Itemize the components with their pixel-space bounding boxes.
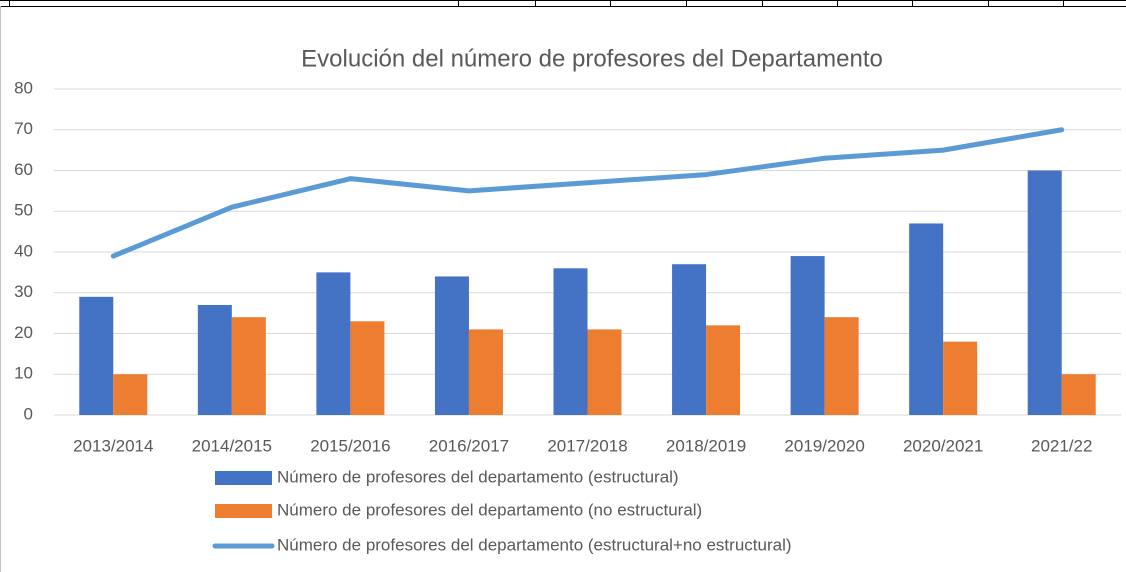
- legend-swatch: [215, 504, 272, 518]
- bar: [434, 276, 469, 415]
- bar: [316, 272, 351, 415]
- bar: [909, 223, 944, 415]
- bar: [587, 329, 622, 415]
- x-tick-label: 2015/2016: [310, 436, 390, 455]
- x-tick-label: 2014/2015: [192, 436, 272, 455]
- x-tick-label: 2013/2014: [73, 436, 153, 455]
- bar: [553, 268, 588, 415]
- x-tick-label: 2016/2017: [429, 436, 509, 455]
- bar: [824, 317, 859, 415]
- bar: [790, 256, 825, 415]
- bar: [1061, 374, 1096, 415]
- bar: [113, 374, 148, 415]
- x-tick-label: 2019/2020: [784, 436, 864, 455]
- x-tick-label: 2020/2021: [903, 436, 983, 455]
- bar: [706, 325, 741, 415]
- y-tick-label: 50: [14, 201, 33, 220]
- y-tick-label: 40: [14, 241, 33, 260]
- bar: [468, 329, 503, 415]
- y-tick-label: 70: [14, 119, 33, 138]
- legend-label: Número de profesores del departamento (e…: [277, 535, 792, 554]
- chart-title: Evolución del número de profesores del D…: [301, 45, 883, 72]
- y-tick-label: 10: [14, 364, 33, 383]
- line-series: [110, 127, 1065, 259]
- y-tick-label: 0: [24, 404, 33, 423]
- x-tick-label: 2018/2019: [666, 436, 746, 455]
- legend-swatch: [215, 471, 272, 485]
- y-tick-label: 60: [14, 160, 33, 179]
- bar: [350, 321, 385, 415]
- bar: [197, 304, 232, 415]
- x-tick-label: 2021/22: [1031, 436, 1092, 455]
- y-tick-label: 20: [14, 323, 33, 342]
- bar: [231, 317, 266, 415]
- legend-label: Número de profesores del departamento (n…: [277, 500, 702, 519]
- y-tick-label: 30: [14, 282, 33, 301]
- bar: [672, 264, 707, 415]
- x-tick-label: 2017/2018: [547, 436, 627, 455]
- y-tick-label: 80: [14, 78, 33, 97]
- bar: [1027, 170, 1062, 415]
- bar: [79, 296, 114, 415]
- legend-label: Número de profesores del departamento (e…: [277, 467, 679, 486]
- bar: [943, 341, 978, 415]
